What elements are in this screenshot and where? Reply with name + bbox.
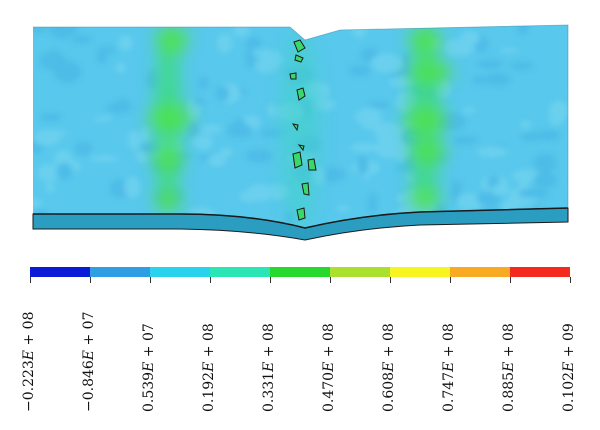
contour-plot: [32, 24, 569, 241]
legend-tick: [90, 277, 91, 283]
legend-tick: [270, 277, 271, 283]
legend-label: 0.747E + 08: [441, 323, 457, 412]
crack-fragment: [307, 158, 317, 171]
crack-fragment: [292, 151, 303, 169]
legend-label: 0.331E + 08: [261, 323, 277, 412]
legend-swatch: [150, 267, 210, 277]
legend-swatch: [450, 267, 510, 277]
legend-swatch: [330, 267, 390, 277]
legend-label: 0.470E + 08: [321, 323, 337, 412]
legend-tick: [150, 277, 151, 283]
legend-tick: [390, 277, 391, 283]
legend-label: 0.539E + 07: [141, 323, 157, 412]
interface-line: [33, 207, 569, 229]
crack-fragment: [296, 207, 306, 221]
crack-fragment: [293, 39, 306, 53]
legend-swatch: [90, 267, 150, 277]
crack-fragment: [289, 72, 297, 80]
legend-label: −0.223E + 08: [21, 311, 37, 413]
crack-fragments: [289, 39, 317, 221]
crack-fragment: [297, 144, 305, 152]
stress-zone: [403, 106, 447, 134]
crack-fragment: [301, 182, 310, 196]
stress-zone: [408, 60, 452, 84]
colormap-legend: [30, 267, 570, 277]
legend-label: −0.846E + 07: [81, 311, 97, 413]
stress-zone: [409, 186, 441, 210]
stress-zone: [152, 148, 184, 172]
stress-zone: [409, 26, 441, 54]
legend-tick: [30, 277, 31, 283]
legend-label: 0.102E + 09: [561, 323, 577, 412]
legend-tick: [210, 277, 211, 283]
legend-label: 0.608E + 08: [381, 323, 397, 412]
crack-fragment: [296, 87, 306, 101]
legend-label: 0.192E + 08: [201, 323, 217, 412]
legend-ticks: [30, 277, 571, 284]
legend-tick: [510, 277, 511, 283]
legend-tick: [330, 277, 331, 283]
crack-fragment: [294, 54, 304, 63]
stress-zone: [154, 188, 182, 212]
stress-zone: [280, 30, 320, 228]
legend-swatch: [30, 267, 90, 277]
legend-tick: [450, 277, 451, 283]
legend-label: 0.885E + 08: [501, 323, 517, 412]
legend-swatch: [210, 267, 270, 277]
legend-swatch: [390, 267, 450, 277]
model-outline: [33, 24, 569, 208]
stress-zone: [410, 140, 446, 164]
legend-swatch: [510, 267, 570, 277]
stress-zone: [156, 26, 188, 54]
legend-tick: [570, 277, 571, 283]
crack-fragment: [291, 123, 299, 132]
stress-zone: [148, 104, 192, 132]
legend-swatch: [270, 267, 330, 277]
